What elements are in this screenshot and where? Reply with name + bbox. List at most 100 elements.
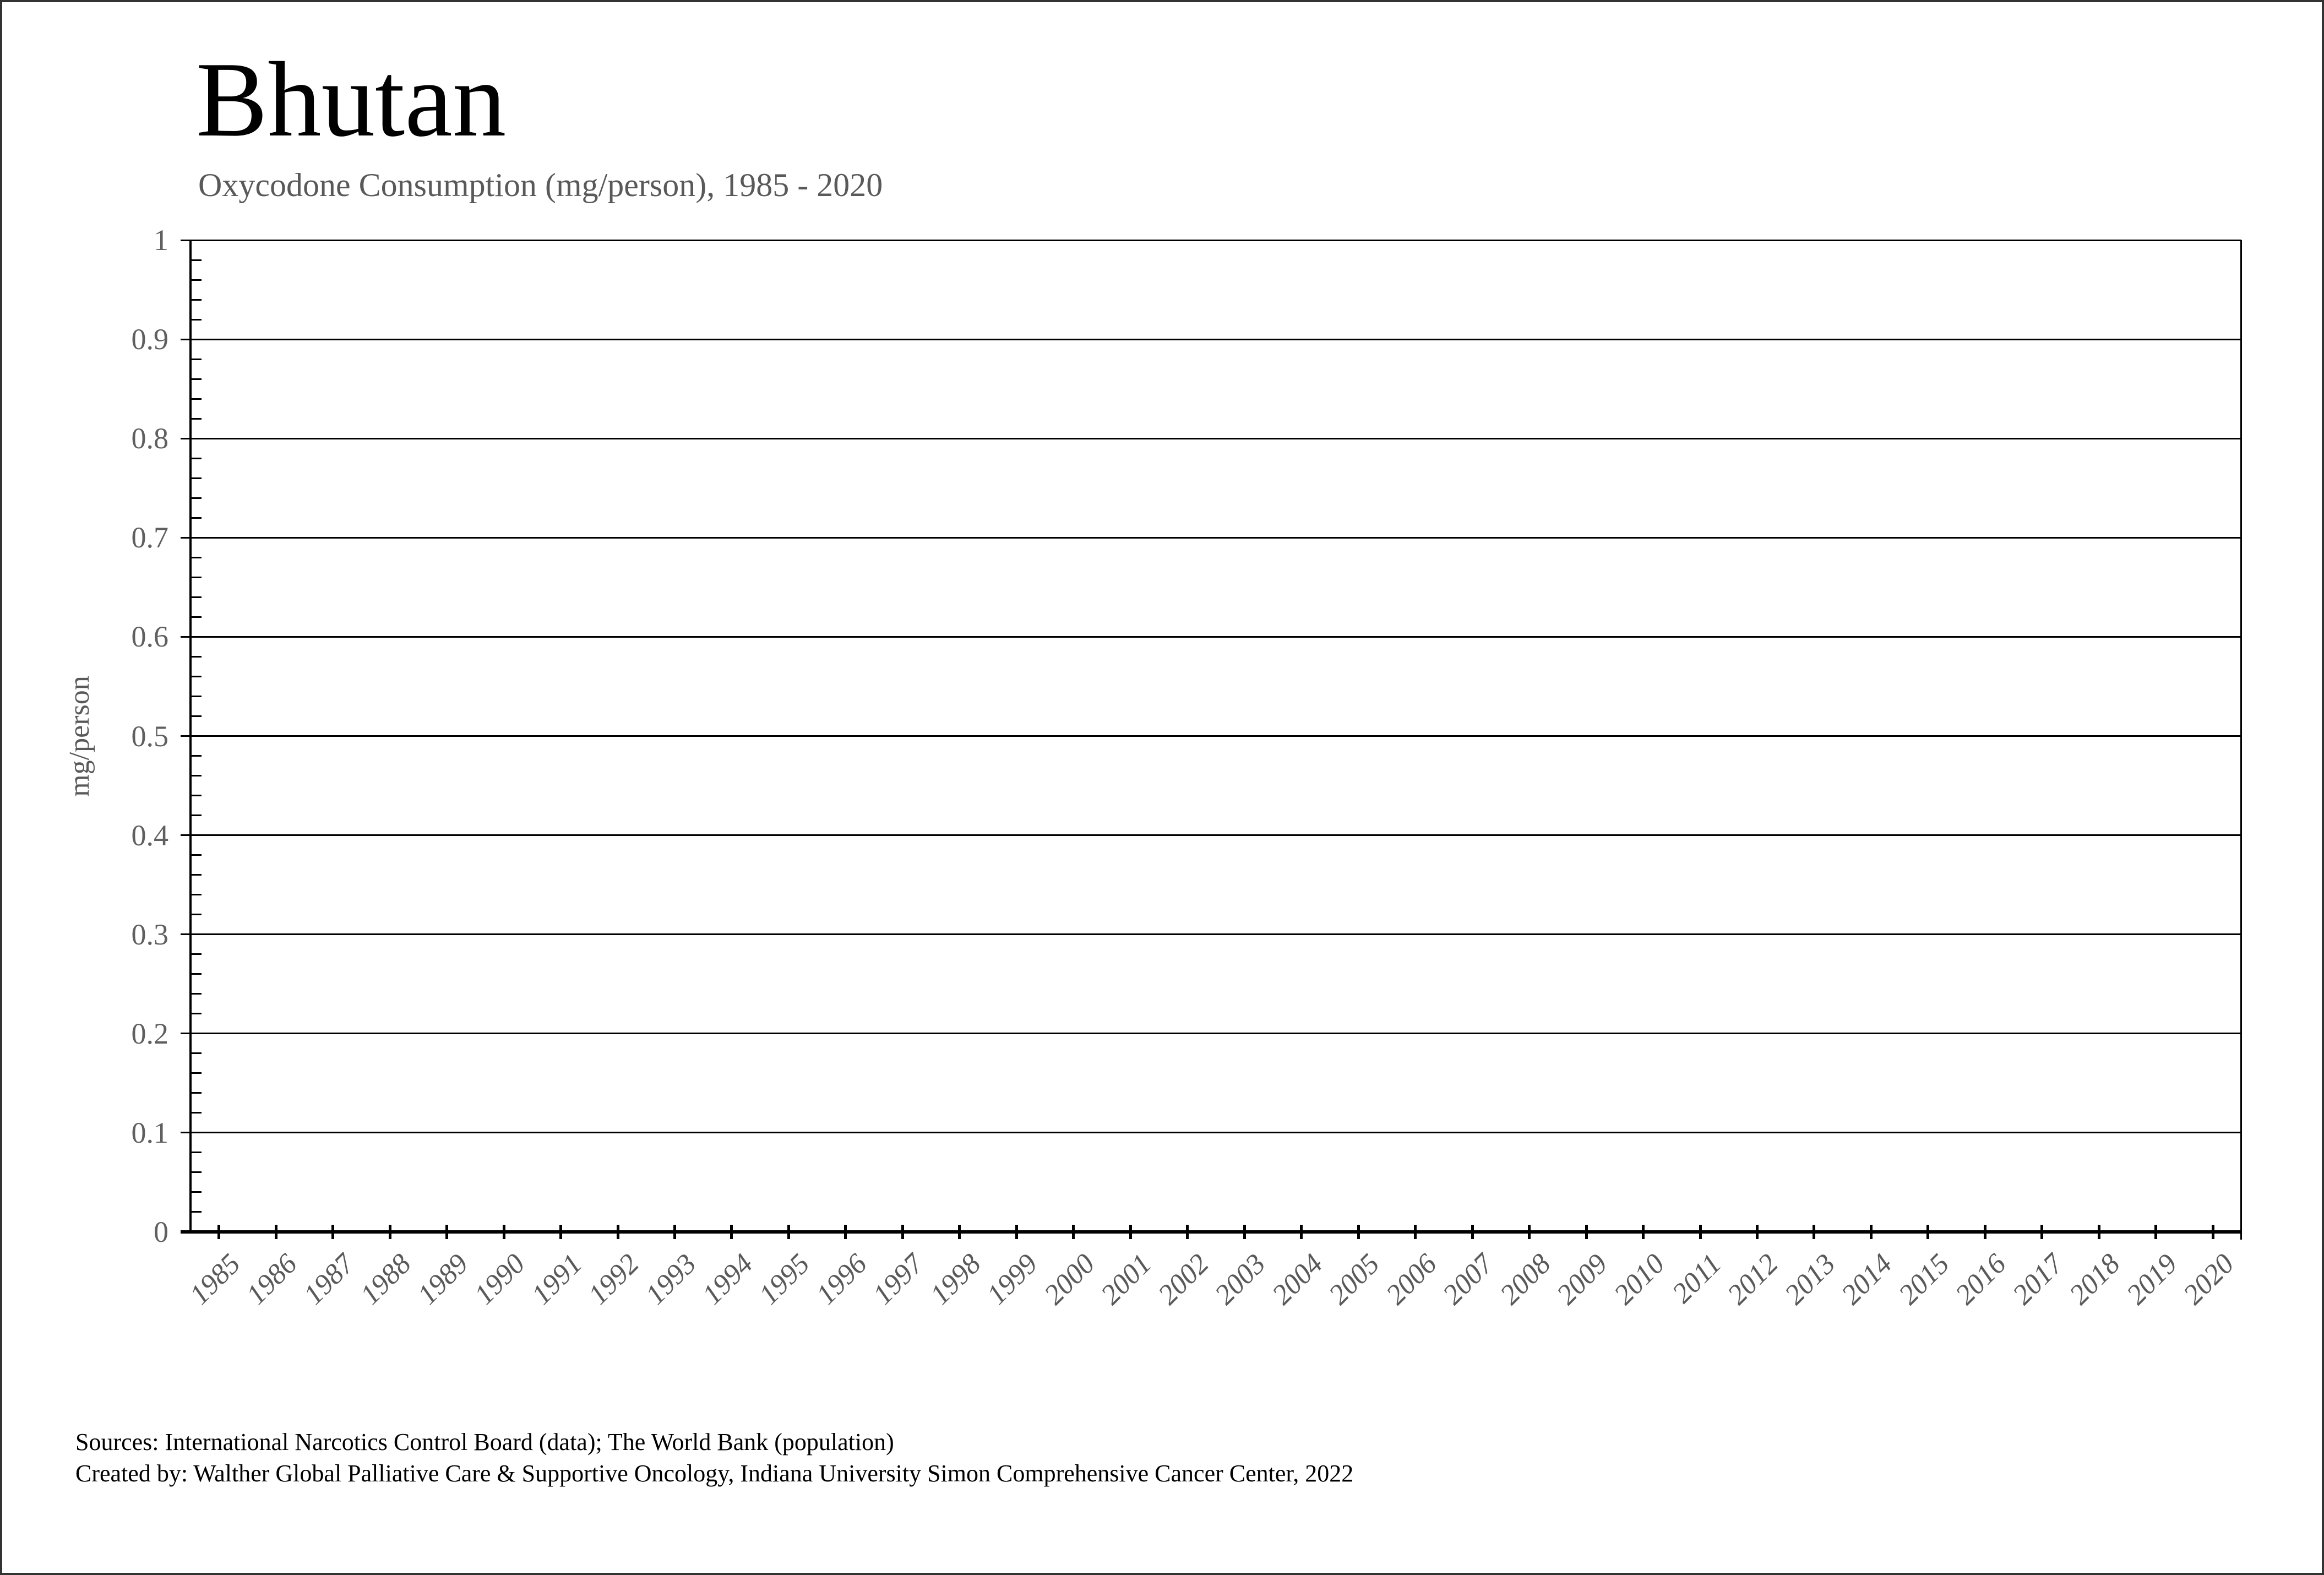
x-axis-tick [1983, 1225, 1986, 1239]
y-minor-tick [191, 1211, 202, 1213]
x-axis-tick [1813, 1225, 1816, 1239]
y-minor-tick [191, 874, 202, 876]
y-minor-tick [191, 477, 202, 479]
y-tick-label: 0.6 [131, 620, 169, 654]
y-minor-tick [191, 318, 202, 321]
x-axis-tick [1357, 1225, 1360, 1239]
y-tick-label: 1 [154, 224, 168, 257]
x-axis-line [181, 1230, 2241, 1234]
y-major-gridline [181, 536, 2241, 539]
y-minor-tick [191, 1072, 202, 1074]
y-minor-tick [191, 298, 202, 301]
x-axis-tick [1926, 1225, 1930, 1239]
y-minor-tick [191, 675, 202, 677]
y-minor-tick [191, 814, 202, 817]
chart-title: Bhutan [196, 40, 507, 159]
y-minor-tick [191, 1191, 202, 1193]
y-minor-tick [191, 795, 202, 797]
x-axis-tick [331, 1225, 335, 1239]
x-axis-tick [274, 1225, 277, 1239]
x-axis-tick [1699, 1225, 1702, 1239]
y-minor-tick [191, 378, 202, 380]
y-minor-tick [191, 398, 202, 400]
x-axis-tick [616, 1225, 619, 1239]
y-minor-tick [191, 755, 202, 757]
y-major-gridline [181, 933, 2241, 936]
x-axis-tick [1129, 1225, 1132, 1239]
y-minor-tick [191, 993, 202, 995]
y-tick-label: 0.1 [131, 1116, 169, 1149]
y-axis-line [189, 240, 192, 1232]
x-axis-tick [1186, 1225, 1189, 1239]
x-axis-tick [559, 1225, 563, 1239]
x-axis-tick [730, 1225, 733, 1239]
plot-right-border [2240, 240, 2242, 1240]
y-minor-tick [191, 854, 202, 856]
y-minor-tick [191, 556, 202, 558]
x-axis-tick [388, 1225, 391, 1239]
y-minor-tick [191, 775, 202, 777]
x-axis-tick [1585, 1225, 1588, 1239]
x-axis-tick [1869, 1225, 1873, 1239]
footer-sources-line: Sources: International Narcotics Control… [75, 1429, 894, 1455]
x-axis-tick [2097, 1225, 2100, 1239]
y-minor-tick [191, 259, 202, 261]
x-axis-tick [2211, 1225, 2214, 1239]
x-axis-tick [1243, 1225, 1246, 1239]
x-axis-tick [1528, 1225, 1531, 1239]
y-tick-label: 0.4 [131, 818, 169, 852]
y-minor-tick [191, 973, 202, 975]
y-minor-tick [191, 497, 202, 499]
y-minor-tick [191, 457, 202, 459]
y-minor-tick [191, 358, 202, 360]
y-major-gridline [181, 239, 2241, 241]
y-tick-label: 0.9 [131, 323, 169, 356]
x-axis-tick [1471, 1225, 1474, 1239]
x-axis-tick [2154, 1225, 2158, 1239]
y-tick-label: 0 [154, 1215, 168, 1248]
y-minor-tick [191, 1052, 202, 1055]
x-axis-tick [958, 1225, 961, 1239]
y-minor-tick [191, 1171, 202, 1174]
y-major-gridline [181, 437, 2241, 439]
x-axis-tick [901, 1225, 904, 1239]
y-minor-tick [191, 655, 202, 658]
x-axis-tick [673, 1225, 676, 1239]
y-tick-label: 0.7 [131, 521, 169, 555]
y-major-gridline [181, 1132, 2241, 1134]
y-minor-tick [191, 695, 202, 697]
y-minor-tick [191, 576, 202, 578]
y-minor-tick [191, 715, 202, 717]
y-tick-label: 0.2 [131, 1017, 169, 1050]
y-minor-tick [191, 616, 202, 618]
y-minor-tick [191, 417, 202, 420]
y-major-gridline [181, 834, 2241, 837]
y-minor-tick [191, 914, 202, 916]
y-minor-tick [191, 596, 202, 598]
x-axis-tick [217, 1225, 221, 1239]
y-minor-tick [191, 279, 202, 281]
chart-subtitle: Oxycodone Consumption (mg/person), 1985 … [198, 167, 883, 203]
y-major-gridline [181, 338, 2241, 340]
x-axis-tick [445, 1225, 449, 1239]
x-axis-tick [1072, 1225, 1075, 1239]
y-major-gridline [181, 735, 2241, 737]
footer-created-line: Created by: Walther Global Palliative Ca… [75, 1460, 1354, 1487]
y-tick-label: 0.8 [131, 422, 169, 455]
y-tick-label: 0.5 [131, 719, 169, 753]
x-axis-tick [2040, 1225, 2044, 1239]
footer: Sources: International Narcotics Control… [75, 1426, 1353, 1489]
x-axis-tick [787, 1225, 790, 1239]
y-minor-tick [191, 953, 202, 955]
x-axis-tick [844, 1225, 847, 1239]
y-tick-label: 0.3 [131, 917, 169, 951]
y-minor-tick [191, 1112, 202, 1114]
x-axis-tick [1414, 1225, 1417, 1239]
y-minor-tick [191, 1092, 202, 1094]
y-major-gridline [181, 1033, 2241, 1035]
y-minor-tick [191, 894, 202, 896]
y-minor-tick [191, 1013, 202, 1015]
plot-area [181, 239, 2242, 1240]
x-axis-tick [1755, 1225, 1759, 1239]
